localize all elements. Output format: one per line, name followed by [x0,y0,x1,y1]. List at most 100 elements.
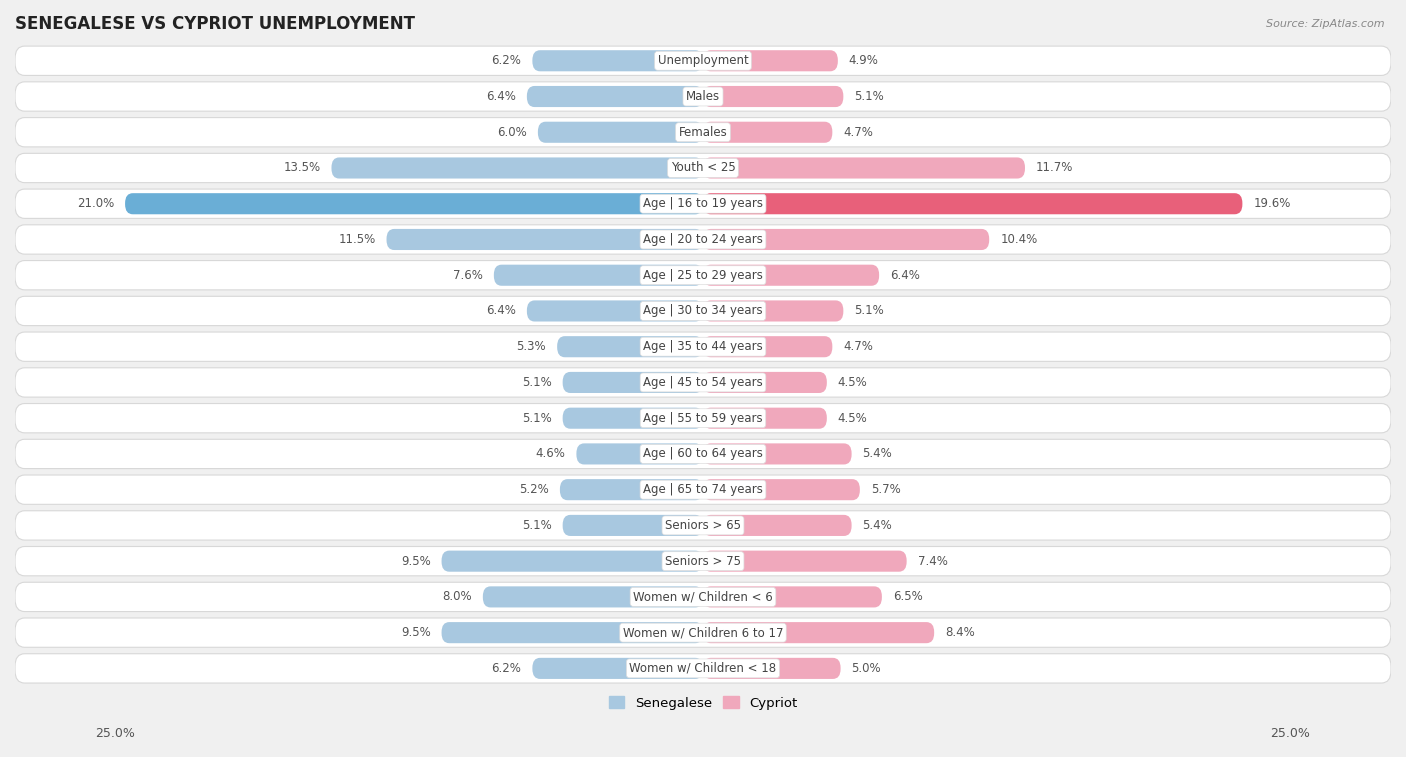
FancyBboxPatch shape [703,444,852,465]
Text: 5.1%: 5.1% [855,304,884,317]
Text: Source: ZipAtlas.com: Source: ZipAtlas.com [1267,19,1385,29]
FancyBboxPatch shape [703,193,1243,214]
FancyBboxPatch shape [703,407,827,428]
FancyBboxPatch shape [703,479,860,500]
Text: Age | 35 to 44 years: Age | 35 to 44 years [643,340,763,354]
Text: 4.7%: 4.7% [844,340,873,354]
FancyBboxPatch shape [562,407,703,428]
FancyBboxPatch shape [15,117,1391,147]
FancyBboxPatch shape [441,550,703,572]
FancyBboxPatch shape [15,368,1391,397]
FancyBboxPatch shape [494,265,703,286]
FancyBboxPatch shape [703,229,990,250]
Text: 21.0%: 21.0% [77,198,114,210]
Text: Age | 45 to 54 years: Age | 45 to 54 years [643,376,763,389]
Text: 9.5%: 9.5% [401,626,430,639]
Text: Seniors > 75: Seniors > 75 [665,555,741,568]
FancyBboxPatch shape [576,444,703,465]
FancyBboxPatch shape [562,515,703,536]
Text: 6.5%: 6.5% [893,590,922,603]
Text: 8.0%: 8.0% [443,590,472,603]
Text: 4.7%: 4.7% [844,126,873,139]
Text: 5.3%: 5.3% [516,340,546,354]
Text: 5.4%: 5.4% [863,519,893,532]
Text: 5.1%: 5.1% [522,412,551,425]
Text: 4.6%: 4.6% [536,447,565,460]
Text: 7.6%: 7.6% [453,269,482,282]
Text: 4.9%: 4.9% [849,55,879,67]
Legend: Senegalese, Cypriot: Senegalese, Cypriot [603,691,803,715]
Text: 6.4%: 6.4% [890,269,920,282]
FancyBboxPatch shape [527,301,703,322]
FancyBboxPatch shape [15,260,1391,290]
Text: Women w/ Children 6 to 17: Women w/ Children 6 to 17 [623,626,783,639]
Text: 5.0%: 5.0% [852,662,882,675]
FancyBboxPatch shape [15,46,1391,76]
Text: 5.7%: 5.7% [870,483,901,496]
Text: 9.5%: 9.5% [401,555,430,568]
FancyBboxPatch shape [15,618,1391,647]
Text: 6.2%: 6.2% [492,662,522,675]
FancyBboxPatch shape [387,229,703,250]
FancyBboxPatch shape [703,336,832,357]
Text: 13.5%: 13.5% [284,161,321,174]
Text: 7.4%: 7.4% [918,555,948,568]
Text: 8.4%: 8.4% [945,626,974,639]
FancyBboxPatch shape [538,122,703,143]
Text: 25.0%: 25.0% [1271,727,1310,740]
FancyBboxPatch shape [15,582,1391,612]
Text: Women w/ Children < 18: Women w/ Children < 18 [630,662,776,675]
FancyBboxPatch shape [15,332,1391,361]
FancyBboxPatch shape [15,154,1391,182]
FancyBboxPatch shape [441,622,703,643]
FancyBboxPatch shape [15,296,1391,326]
Text: 4.5%: 4.5% [838,376,868,389]
FancyBboxPatch shape [703,550,907,572]
FancyBboxPatch shape [15,475,1391,504]
Text: Unemployment: Unemployment [658,55,748,67]
Text: Women w/ Children < 6: Women w/ Children < 6 [633,590,773,603]
FancyBboxPatch shape [703,301,844,322]
Text: 25.0%: 25.0% [96,727,135,740]
FancyBboxPatch shape [15,511,1391,540]
Text: Age | 16 to 19 years: Age | 16 to 19 years [643,198,763,210]
FancyBboxPatch shape [482,587,703,607]
Text: 5.1%: 5.1% [522,376,551,389]
Text: 11.7%: 11.7% [1036,161,1073,174]
FancyBboxPatch shape [703,587,882,607]
Text: SENEGALESE VS CYPRIOT UNEMPLOYMENT: SENEGALESE VS CYPRIOT UNEMPLOYMENT [15,15,415,33]
Text: 10.4%: 10.4% [1000,233,1038,246]
Text: Youth < 25: Youth < 25 [671,161,735,174]
FancyBboxPatch shape [332,157,703,179]
Text: 6.0%: 6.0% [498,126,527,139]
FancyBboxPatch shape [560,479,703,500]
Text: 6.2%: 6.2% [492,55,522,67]
FancyBboxPatch shape [703,515,852,536]
Text: Age | 60 to 64 years: Age | 60 to 64 years [643,447,763,460]
Text: 6.4%: 6.4% [486,304,516,317]
FancyBboxPatch shape [562,372,703,393]
Text: Age | 55 to 59 years: Age | 55 to 59 years [643,412,763,425]
Text: Females: Females [679,126,727,139]
FancyBboxPatch shape [125,193,703,214]
FancyBboxPatch shape [533,50,703,71]
FancyBboxPatch shape [527,86,703,107]
FancyBboxPatch shape [15,547,1391,576]
FancyBboxPatch shape [533,658,703,679]
Text: Age | 65 to 74 years: Age | 65 to 74 years [643,483,763,496]
FancyBboxPatch shape [703,372,827,393]
Text: 19.6%: 19.6% [1253,198,1291,210]
FancyBboxPatch shape [703,157,1025,179]
Text: 5.1%: 5.1% [855,90,884,103]
FancyBboxPatch shape [557,336,703,357]
FancyBboxPatch shape [703,658,841,679]
Text: 11.5%: 11.5% [339,233,375,246]
Text: Seniors > 65: Seniors > 65 [665,519,741,532]
Text: Age | 25 to 29 years: Age | 25 to 29 years [643,269,763,282]
FancyBboxPatch shape [703,265,879,286]
FancyBboxPatch shape [703,86,844,107]
FancyBboxPatch shape [15,189,1391,218]
Text: Age | 20 to 24 years: Age | 20 to 24 years [643,233,763,246]
FancyBboxPatch shape [15,403,1391,433]
Text: 6.4%: 6.4% [486,90,516,103]
